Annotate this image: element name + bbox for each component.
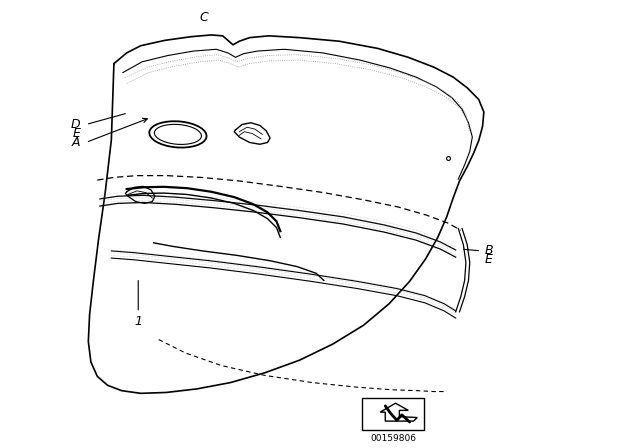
Text: B: B bbox=[485, 244, 493, 258]
Text: E: E bbox=[485, 253, 493, 267]
Text: C: C bbox=[199, 11, 208, 24]
Bar bbox=[362, 398, 424, 430]
Text: A: A bbox=[72, 136, 81, 149]
Text: 00159806: 00159806 bbox=[370, 434, 416, 443]
Text: D: D bbox=[71, 118, 81, 131]
Text: 1: 1 bbox=[134, 315, 142, 328]
Polygon shape bbox=[380, 403, 417, 421]
Text: E: E bbox=[73, 127, 81, 140]
